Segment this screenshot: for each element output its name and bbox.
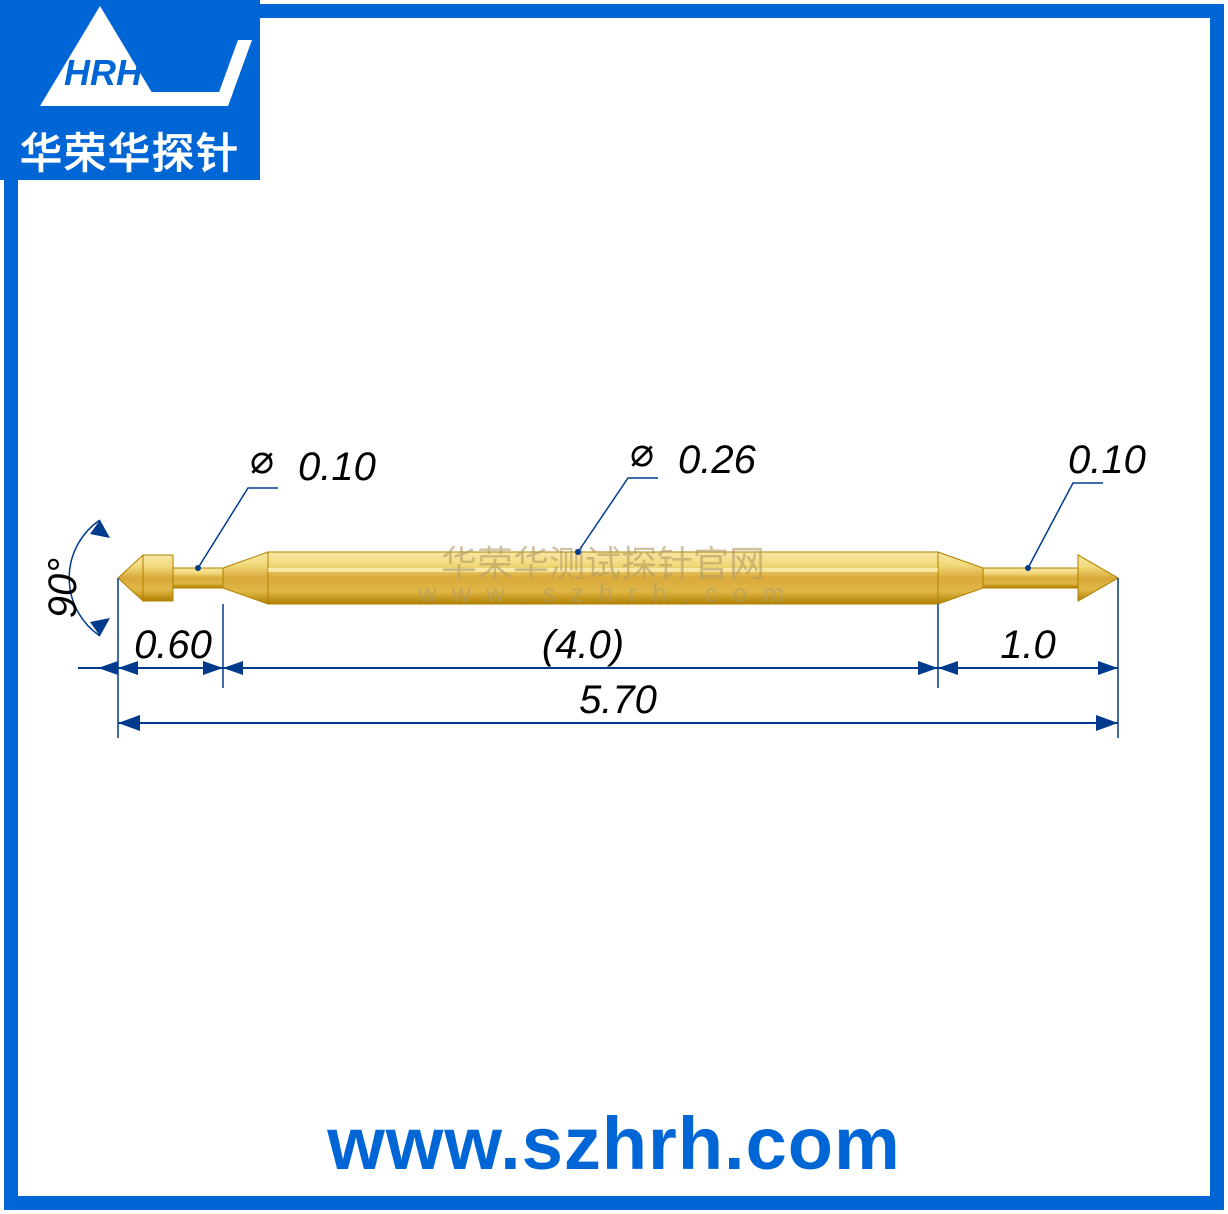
page-frame: HRH 华荣华探针 — [0, 0, 1228, 1214]
blue-border — [4, 4, 1224, 1210]
logo-underline-icon — [108, 40, 252, 106]
brand-logo: HRH 华荣华探针 — [0, 0, 260, 180]
logo-chinese-name: 华荣华探针 — [0, 120, 260, 181]
